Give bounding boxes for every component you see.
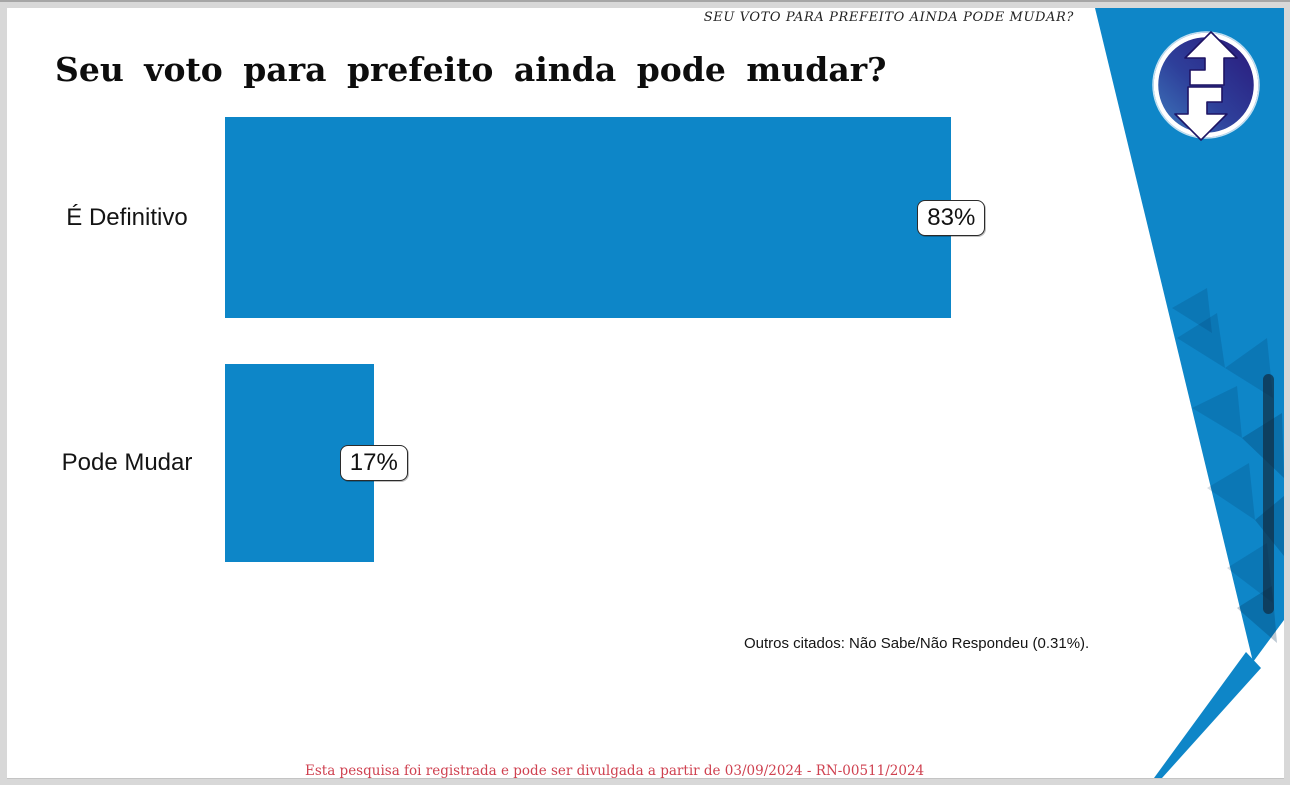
chart-row: É Definitivo 83% bbox=[7, 117, 1087, 318]
category-label: É Definitivo bbox=[66, 203, 188, 231]
bar-track: 17% bbox=[225, 364, 1025, 562]
value-label: 83% bbox=[917, 199, 986, 236]
scrollbar-thumb[interactable] bbox=[1263, 374, 1274, 614]
up-down-arrows-circle-icon bbox=[1152, 31, 1260, 141]
running-header: SEU VOTO PARA PREFEITO AINDA PODE MUDAR? bbox=[703, 10, 1074, 25]
bar-track: 83% bbox=[225, 117, 1025, 318]
down-arrow-icon bbox=[1174, 86, 1228, 141]
viewport-top-edge bbox=[0, 0, 1290, 2]
page-title: Seu voto para prefeito ainda pode mudar? bbox=[55, 50, 887, 89]
slide-page: SEU VOTO PARA PREFEITO AINDA PODE MUDAR?… bbox=[7, 8, 1284, 779]
others-cited-note: Outros citados: Não Sabe/Não Respondeu (… bbox=[744, 635, 1090, 652]
chart-row: Pode Mudar 17% bbox=[7, 364, 1087, 562]
blue-wedge-graphic bbox=[1095, 8, 1284, 778]
value-label: 17% bbox=[339, 445, 408, 481]
up-arrow-icon bbox=[1184, 31, 1238, 86]
bar-chart: É Definitivo 83% Pode Mudar 17% bbox=[7, 8, 1107, 628]
registration-footer: Esta pesquisa foi registrada e pode ser … bbox=[305, 763, 925, 779]
bar-e-definitivo bbox=[225, 117, 952, 318]
category-label: Pode Mudar bbox=[61, 449, 193, 476]
